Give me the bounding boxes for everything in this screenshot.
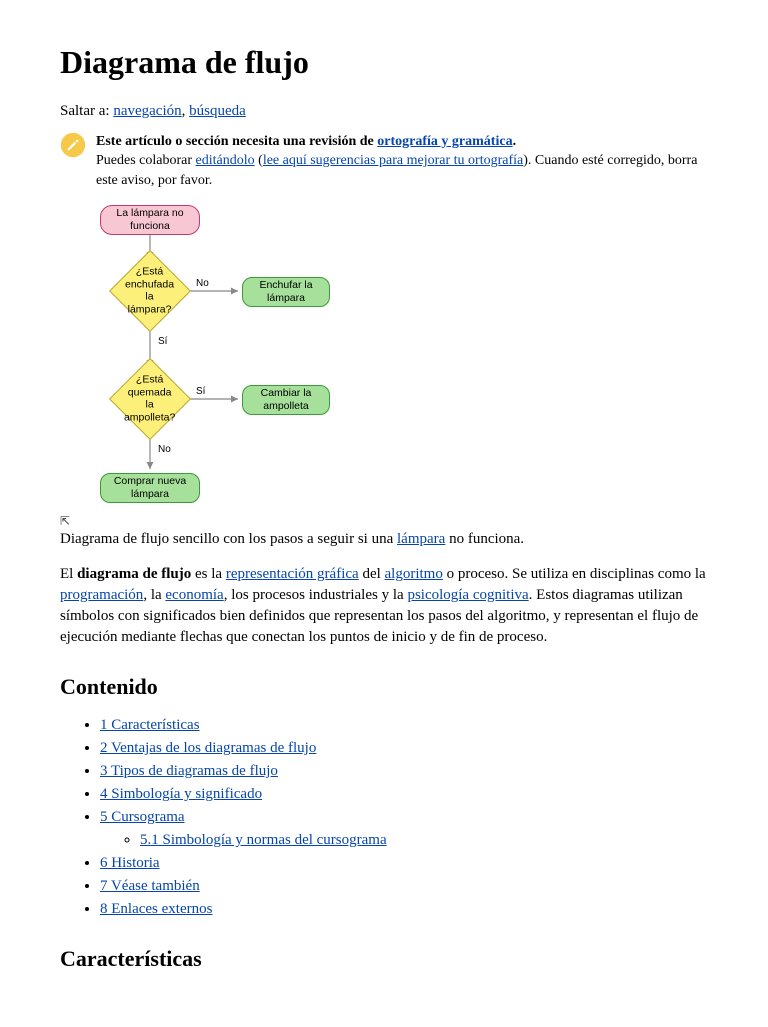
intro-e: , la xyxy=(143,587,165,603)
page-title: Diagrama de flujo xyxy=(60,40,708,85)
intro-a: El xyxy=(60,566,77,582)
programming-link[interactable]: programación xyxy=(60,587,143,603)
flowchart-diagram: La lámpara no funciona¿Está enchufada la… xyxy=(60,201,340,511)
economy-link[interactable]: economía xyxy=(165,587,223,603)
notice-text: Este artículo o sección necesita una rev… xyxy=(96,132,708,191)
intro-bold: diagrama de flujo xyxy=(77,566,191,582)
toc-item: 8 Enlaces externos xyxy=(100,899,708,920)
toc-item: 1 Características xyxy=(100,715,708,736)
flowchart-edge-label: Sí xyxy=(196,385,205,399)
caption-a: Diagrama de flujo sencillo con los pasos… xyxy=(60,531,397,547)
toc-link[interactable]: 2 Ventajas de los diagramas de flujo xyxy=(100,740,316,756)
skip-links: Saltar a: navegación, búsqueda xyxy=(60,101,708,122)
toc-link[interactable]: 3 Tipos de diagramas de flujo xyxy=(100,763,278,779)
orthography-link[interactable]: ortografía y gramática xyxy=(377,134,512,149)
notice-l2a: Puedes colaborar xyxy=(96,153,196,168)
toc-link[interactable]: 4 Simbología y significado xyxy=(100,786,262,802)
repr-link[interactable]: representación gráfica xyxy=(226,566,359,582)
flowchart-node: Comprar nueva lámpara xyxy=(100,473,200,503)
toc-link[interactable]: 8 Enlaces externos xyxy=(100,901,212,917)
skip-prefix: Saltar a: xyxy=(60,103,113,119)
flowchart-edge-label: Sí xyxy=(158,335,167,349)
notice-l2b: ( xyxy=(255,153,263,168)
toc-link[interactable]: 7 Véase también xyxy=(100,878,200,894)
intro-f: , los procesos industriales y la xyxy=(224,587,408,603)
toc-link[interactable]: 5.1 Simbología y normas del cursograma xyxy=(140,832,387,848)
intro-paragraph: El diagrama de flujo es la representació… xyxy=(60,564,708,648)
notice-bold-suffix: . xyxy=(513,134,517,149)
toc-link[interactable]: 5 Cursograma xyxy=(100,809,185,825)
flowchart-node: La lámpara no funciona xyxy=(100,205,200,235)
toc-link[interactable]: 6 Historia xyxy=(100,855,160,871)
section-characteristics-heading: Características xyxy=(60,944,708,975)
suggestions-link[interactable]: lee aquí sugerencias para mejorar tu ort… xyxy=(263,153,523,168)
flowchart-node: Cambiar la ampolleta xyxy=(242,385,330,415)
toc-item: 4 Simbología y significado xyxy=(100,784,708,805)
toc-item: 2 Ventajas de los diagramas de flujo xyxy=(100,738,708,759)
notice-bold-prefix: Este artículo o sección necesita una rev… xyxy=(96,134,377,149)
table-of-contents: 1 Características 2 Ventajas de los diagr… xyxy=(60,715,708,920)
psychology-link[interactable]: psicología cognitiva xyxy=(407,587,528,603)
intro-d: o proceso. Se utiliza en disciplinas com… xyxy=(443,566,706,582)
lamp-link[interactable]: lámpara xyxy=(397,531,445,547)
edit-link[interactable]: editándolo xyxy=(196,153,255,168)
toc-item: 5.1 Simbología y normas del cursograma xyxy=(140,830,708,851)
toc-item: 3 Tipos de diagramas de flujo xyxy=(100,761,708,782)
contents-heading: Contenido xyxy=(60,672,708,703)
nav-link[interactable]: navegación xyxy=(113,103,181,119)
intro-c: del xyxy=(359,566,385,582)
algorithm-link[interactable]: algoritmo xyxy=(385,566,443,582)
toc-item: 6 Historia xyxy=(100,853,708,874)
caption-b: no funciona. xyxy=(445,531,524,547)
flowchart-node: Enchufar la lámpara xyxy=(242,277,330,307)
flowchart-edge-label: No xyxy=(158,443,171,457)
search-link[interactable]: búsqueda xyxy=(189,103,246,119)
revision-notice: Este artículo o sección necesita una rev… xyxy=(60,132,708,191)
enlarge-icon[interactable]: ⇱ xyxy=(60,513,708,530)
toc-item: 7 Véase también xyxy=(100,876,708,897)
toc-link[interactable]: 1 Características xyxy=(100,717,200,733)
flowchart-edge-label: No xyxy=(196,277,209,291)
pencil-circle-icon xyxy=(60,132,86,158)
toc-item: 5 Cursograma 5.1 Simbología y normas del … xyxy=(100,807,708,851)
intro-b: es la xyxy=(191,566,226,582)
figure-caption: Diagrama de flujo sencillo con los pasos… xyxy=(60,529,708,550)
flowchart-edges xyxy=(60,201,340,511)
